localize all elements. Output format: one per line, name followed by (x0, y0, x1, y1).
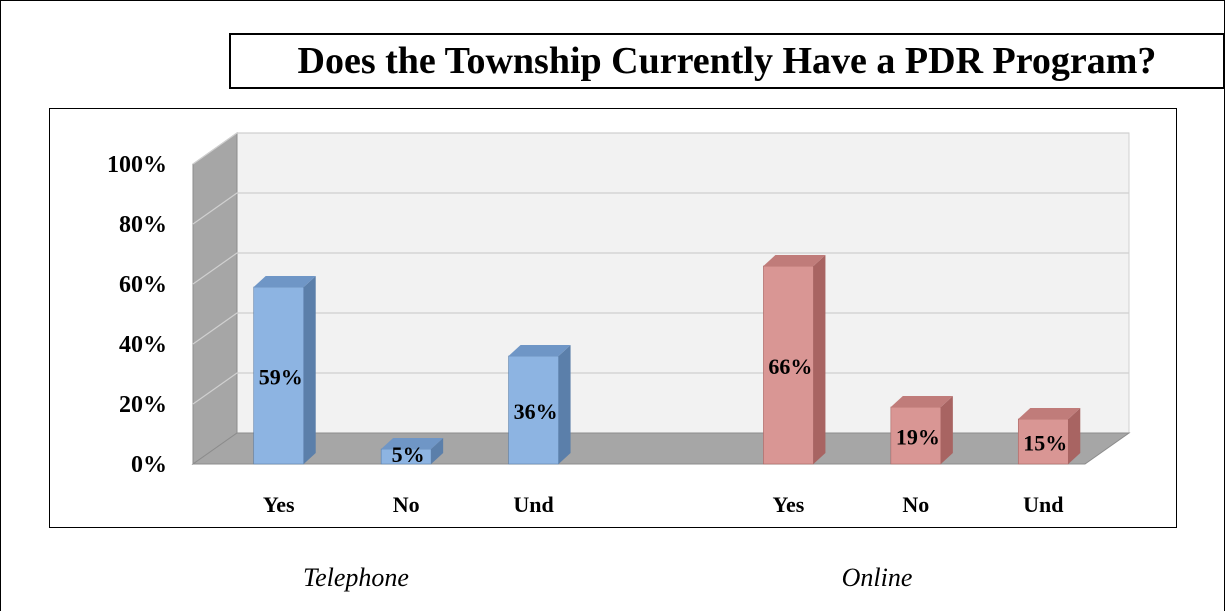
category-label: Und (513, 492, 553, 517)
group-label-telephone: Telephone (303, 563, 409, 592)
bar (1017, 418, 1069, 465)
bar-side (940, 396, 953, 464)
gridline (192, 192, 1129, 225)
bar-side (431, 438, 444, 464)
data-label: 19% (896, 425, 940, 450)
bar-top (763, 255, 826, 266)
bar-chart: 0% 20% 40% 60% 80% 100% 59% Yes 5% No 36% Und 66% Yes… (107, 132, 1131, 517)
gridline (192, 132, 1129, 165)
group-label-online: Online (841, 563, 913, 592)
gridline (192, 312, 1129, 345)
bar (763, 265, 814, 465)
category-label: Yes (263, 492, 295, 517)
bar (508, 355, 559, 465)
y-tick-label: 0% (131, 452, 167, 478)
side-wall (192, 132, 238, 465)
bar-top (1018, 408, 1081, 419)
data-label: 59% (259, 365, 303, 390)
bar-side (303, 276, 316, 464)
bar-side (813, 255, 826, 464)
bar-top (890, 396, 953, 407)
bar (890, 406, 942, 465)
y-tick-label: 20% (119, 392, 167, 418)
bar-side (1068, 408, 1081, 464)
bar-top (253, 276, 316, 287)
category-label: Und (1023, 492, 1063, 517)
category-label: No (902, 492, 929, 517)
floor (191, 432, 1131, 465)
chart-frame: 0% 20% 40% 60% 80% 100% 59% Yes 5% No 36% Und 66% Yes… (49, 108, 1177, 528)
y-tick-label: 60% (119, 272, 167, 298)
chart-title: Does the Township Currently Have a PDR P… (229, 33, 1225, 89)
y-tick-label: 40% (119, 332, 167, 358)
data-label: 5% (392, 442, 425, 467)
bar (253, 286, 305, 465)
category-label: Yes (773, 492, 805, 517)
gridline (192, 372, 1129, 405)
y-tick-label: 100% (107, 152, 167, 178)
bar-side (558, 345, 571, 464)
bar-top (381, 438, 444, 449)
y-tick-label: 80% (119, 212, 167, 238)
data-label: 36% (514, 399, 558, 424)
gridline (192, 252, 1129, 285)
category-label: No (393, 492, 420, 517)
data-label: 66% (768, 354, 812, 379)
bar-top (508, 345, 571, 356)
data-label: 15% (1023, 431, 1067, 456)
back-wall (236, 132, 1130, 434)
